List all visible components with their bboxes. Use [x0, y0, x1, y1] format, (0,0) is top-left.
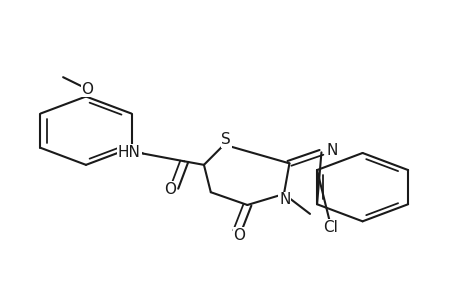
Text: S: S — [221, 132, 231, 147]
Text: HN: HN — [118, 145, 140, 160]
Text: O: O — [81, 82, 93, 97]
Text: Cl: Cl — [323, 220, 337, 235]
Text: O: O — [164, 182, 176, 197]
Text: N: N — [326, 143, 337, 158]
Text: N: N — [279, 192, 290, 207]
Text: O: O — [233, 228, 245, 243]
